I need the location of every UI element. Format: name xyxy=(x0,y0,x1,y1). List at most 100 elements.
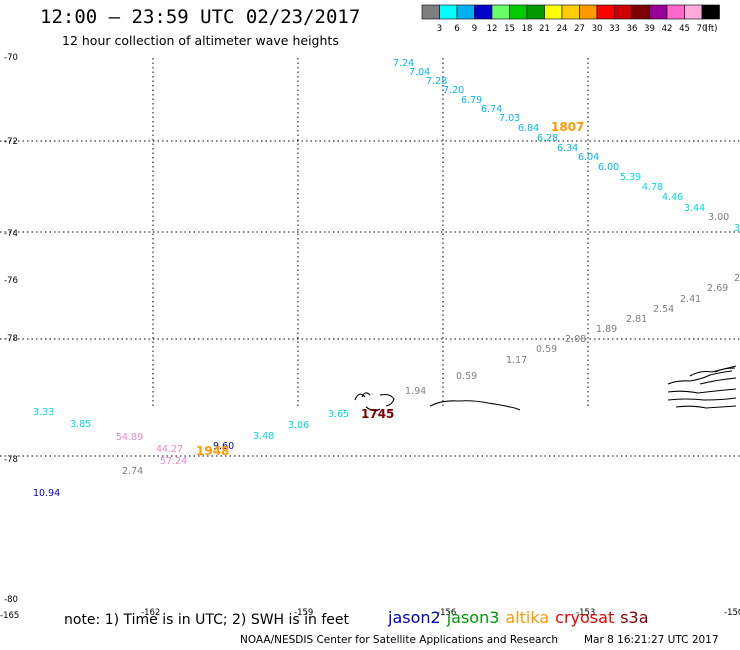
legend-tick-label: 70 xyxy=(697,24,708,34)
legend-tick-label: 27 xyxy=(574,24,585,34)
color-legend: 3 6 9 12 15 18 21 24 27 30 33 36 39 42 45 70(ft) xyxy=(421,4,720,34)
lat-tick-label: -78 xyxy=(4,334,18,344)
pass-time-labels: 1807 1745 1948 xyxy=(196,120,584,458)
lat-tick-label: -72 xyxy=(4,137,18,147)
lat-tick-label: -74 xyxy=(4,229,18,239)
wave-height-label: 5.39 xyxy=(620,172,641,183)
wave-height-label: 57.24 xyxy=(160,456,187,467)
wave-height-label: 6.28 xyxy=(537,133,558,144)
legend-tick-label: 36 xyxy=(627,24,638,34)
satellite-cryosat: cryosat xyxy=(555,608,615,627)
legend-tick-label: 33 xyxy=(609,24,620,34)
legend-unit: (ft) xyxy=(705,24,718,34)
wave-height-label: 6.34 xyxy=(557,143,578,154)
legend-swatch xyxy=(421,4,440,20)
wave-height-label: 6.04 xyxy=(578,152,599,163)
wave-height-label: 3 xyxy=(734,223,740,234)
wave-height-label: 2.08 xyxy=(565,334,586,345)
coastline xyxy=(354,365,737,412)
legend-tick-label: 21 xyxy=(539,24,550,34)
wave-height-label: 2.69 xyxy=(707,283,728,294)
wave-height-label: 7.28 xyxy=(426,76,447,87)
legend-tick-label: 30 xyxy=(592,24,603,34)
coastline-segment xyxy=(714,367,736,373)
satellite-s3a: s3a xyxy=(620,608,649,627)
legend-tick-label: 42 xyxy=(662,24,673,34)
coastline-segment xyxy=(667,388,737,394)
lat-tick-label: -76 xyxy=(4,276,18,286)
lat-tick-label: -78 xyxy=(4,455,18,465)
map-title: 12:00 – 23:59 UTC 02/23/2017 xyxy=(40,6,361,28)
legend-tick-label: 6 xyxy=(454,24,459,34)
legend-tick-label: 12 xyxy=(487,24,498,34)
lon-tick-label: -162 xyxy=(141,608,160,618)
wave-height-label: 1.89 xyxy=(596,324,617,335)
lon-tick-label: -165 xyxy=(0,611,19,621)
legend-swatch xyxy=(631,4,650,20)
legend-swatch xyxy=(614,4,633,20)
wave-height-label: 7.03 xyxy=(499,113,520,124)
legend-swatch xyxy=(596,4,615,20)
lon-tick-label: -153 xyxy=(576,608,595,618)
map-subtitle: 12 hour collection of altimeter wave hei… xyxy=(62,33,339,48)
legend-swatch xyxy=(526,4,545,20)
coastline-segment xyxy=(667,397,737,401)
legend-swatch xyxy=(456,4,475,20)
legend-swatch xyxy=(649,4,668,20)
wave-height-label: 1.94 xyxy=(405,386,426,397)
satellite-altika: altika xyxy=(505,608,550,627)
wave-height-label: 3.44 xyxy=(684,203,705,214)
lon-tick-label: -159 xyxy=(294,608,313,618)
legend-swatch xyxy=(474,4,493,20)
lat-tick-label: -80 xyxy=(4,595,18,605)
wave-height-label: 9.60 xyxy=(213,441,234,452)
footer-note: note: 1) Time is in UTC; 2) SWH is in fe… xyxy=(64,612,350,628)
legend-swatch xyxy=(509,4,528,20)
lon-tick-label: -150 xyxy=(724,608,740,618)
footer-timestamp: Mar 8 16:21:27 UTC 2017 xyxy=(584,634,719,646)
wave-height-label: 6.79 xyxy=(461,95,482,106)
wave-height-label: 44.27 xyxy=(156,444,183,455)
wave-height-label: 4.78 xyxy=(642,182,663,193)
wave-height-label: 2.81 xyxy=(626,314,647,325)
legend-tick-label: 15 xyxy=(504,24,515,34)
wave-height-label: 2.74 xyxy=(122,466,143,477)
wave-height-label: 7.24 xyxy=(393,58,414,69)
legend-swatch xyxy=(561,4,580,20)
legend-swatch xyxy=(439,4,458,20)
axis-tick-labels: -70 -72 -74 -76 -78 -78 -80 -165 -162 -159 -156 -15… xyxy=(0,53,740,621)
legend-tick-label: 18 xyxy=(522,24,533,34)
legend-tick-label: 3 xyxy=(437,24,442,34)
legend-swatch xyxy=(684,4,703,20)
wave-height-label: 3.85 xyxy=(70,419,91,430)
pass-time-label: 1807 xyxy=(551,120,584,134)
wave-height-values: 7.247.047.287.206.796.747.036.846.286.34… xyxy=(33,58,740,499)
pass-time-label: 1948 xyxy=(196,444,229,458)
lon-tick-label: -156 xyxy=(437,608,456,618)
legend-swatch xyxy=(544,4,563,20)
wave-height-label: 2.41 xyxy=(680,294,701,305)
wave-height-label: 7.04 xyxy=(409,67,430,78)
legend-swatch xyxy=(491,4,510,20)
legend-swatch xyxy=(579,4,598,20)
graticule-grid xyxy=(0,58,740,457)
coastline-segment xyxy=(667,370,733,385)
lat-tick-label: -70 xyxy=(4,53,18,63)
legend-tick-label: 45 xyxy=(679,24,690,34)
footer-credit: NOAA/NESDIS Center for Satellite Applica… xyxy=(240,634,719,646)
legend-swatch xyxy=(666,4,685,20)
coastline-segment xyxy=(354,392,395,412)
wave-height-label: 3.00 xyxy=(708,212,729,223)
coastline-segment xyxy=(429,400,521,411)
wave-height-label: 6.74 xyxy=(481,104,502,115)
wave-height-label: 6.00 xyxy=(598,162,619,173)
satellite-jason3: jason3 xyxy=(446,608,500,627)
wave-height-label: 0.59 xyxy=(456,371,477,382)
legend-tick-label: 24 xyxy=(557,24,568,34)
wave-height-label: 7.20 xyxy=(443,85,464,96)
legend-tick-label: 39 xyxy=(644,24,655,34)
satellite-legend: jason2 jason3 altika cryosat s3a xyxy=(388,608,655,627)
satellite-jason2: jason2 xyxy=(388,608,441,627)
wave-height-label: 2 xyxy=(734,273,740,284)
